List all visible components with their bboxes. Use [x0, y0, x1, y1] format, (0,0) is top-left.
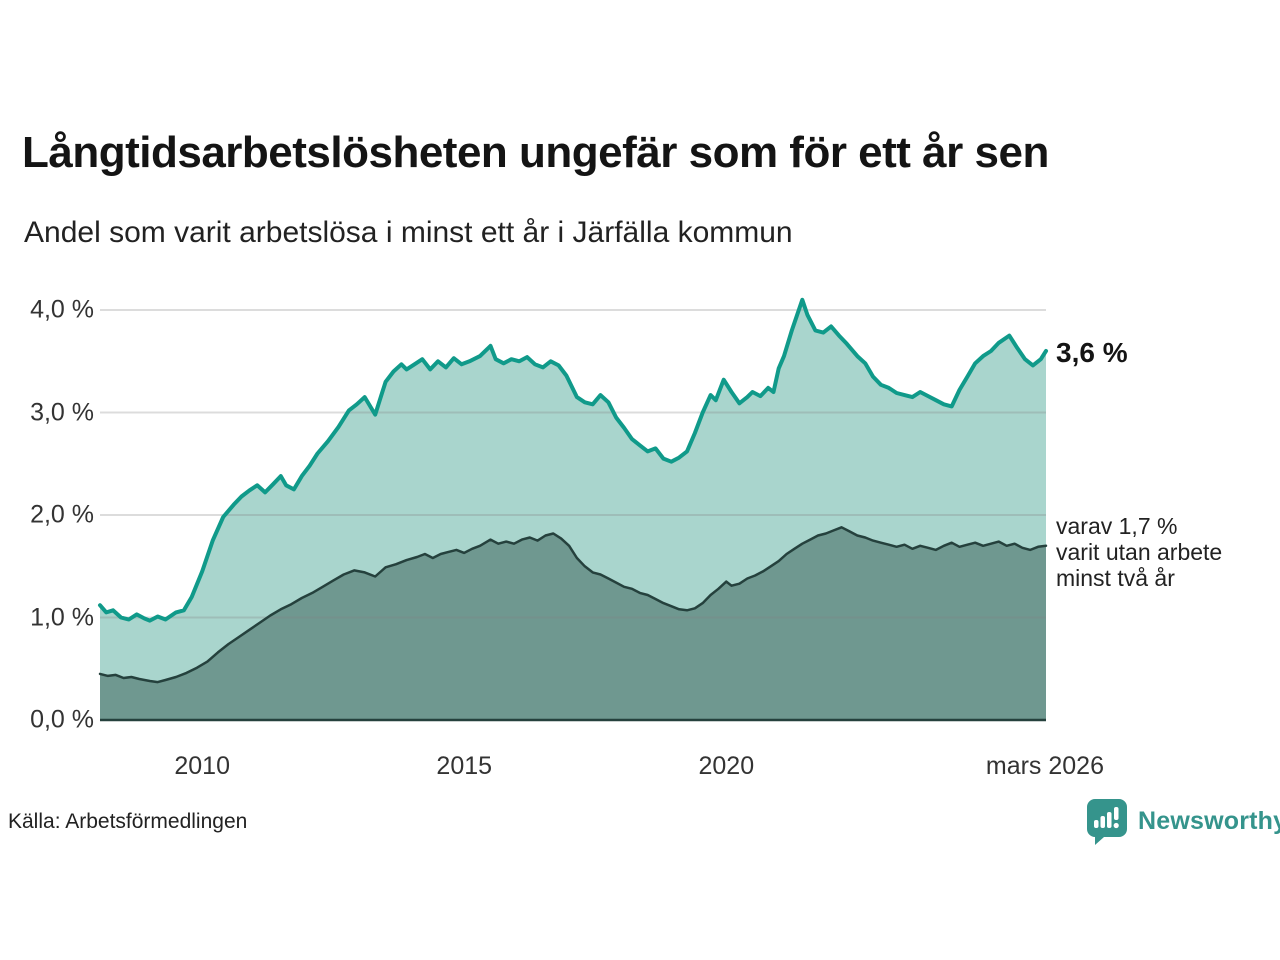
- series-line: [98, 526, 1048, 684]
- x-tick-label: mars 2026: [985, 752, 1104, 780]
- annotation-line: varit utan arbete: [1056, 539, 1223, 565]
- page-title: Långtidsarbetslösheten ungefär som för e…: [22, 128, 1049, 177]
- y-tick-label: 3,0 %: [30, 398, 94, 426]
- y-tick-label: 4,0 %: [30, 295, 94, 324]
- series-line: [98, 297, 1048, 623]
- annotation-line: varav 1,7 %: [1056, 513, 1178, 539]
- newsworthy-bubble-bars-icon: [1087, 799, 1127, 845]
- brand-name: Newsworthy: [1138, 807, 1280, 835]
- x-tick-label: 2015: [436, 752, 493, 780]
- y-tick-label: 0,0 %: [30, 705, 94, 734]
- area-fill: [100, 527, 1046, 720]
- y-tick-label: 2,0 %: [30, 500, 94, 529]
- source-credit: Källa: Arbetsförmedlingen: [8, 810, 248, 833]
- chart-subtitle: Andel som varit arbetslösa i minst ett å…: [24, 216, 793, 249]
- y-tick-label: 1,0 %: [30, 603, 94, 631]
- latest-value-annotation: 3,6 %: [1056, 337, 1128, 368]
- x-tick-label: 2020: [698, 752, 755, 780]
- x-tick-label: 2010: [174, 752, 230, 780]
- secondary-value-annotation: varav 1,7 % varit utan arbete minst två år: [1056, 513, 1222, 591]
- annotation-line: minst två år: [1056, 565, 1175, 591]
- newsworthy-logo: Newsworthy: [1086, 798, 1280, 845]
